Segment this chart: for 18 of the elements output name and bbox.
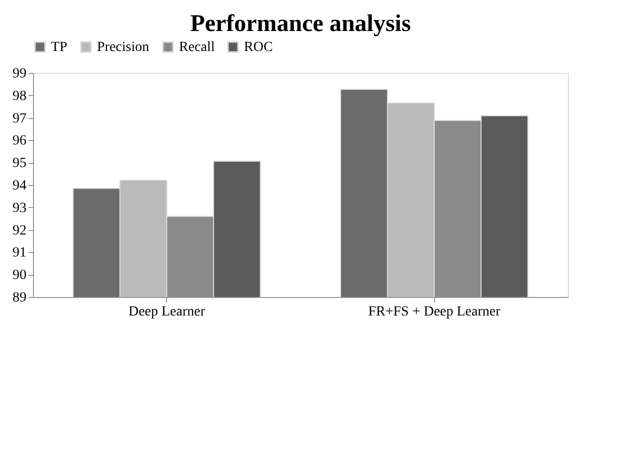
x-tick-label: Deep Learner	[128, 304, 206, 320]
x-tick-label: FR+FS + Deep Learner	[368, 304, 501, 320]
y-tick-label: 99	[12, 66, 26, 82]
legend-label: Recall	[179, 40, 215, 55]
y-tick-label: 93	[12, 200, 26, 216]
legend-label: ROC	[244, 40, 273, 55]
y-tick-label: 89	[12, 290, 26, 306]
y-tick-label: 95	[12, 156, 26, 172]
y-tick-label: 97	[12, 111, 26, 126]
legend-label: Precision	[97, 40, 150, 55]
legend-label: TP	[51, 40, 68, 55]
y-tick-label: 91	[12, 246, 26, 261]
y-tick-label: 98	[12, 88, 26, 104]
y-tick-label: 94	[12, 178, 26, 194]
y-tick-label: 92	[12, 223, 26, 238]
y-tick-label: 90	[12, 268, 26, 284]
y-tick-label: 96	[12, 134, 26, 149]
chart-title: Performance analysis	[190, 11, 411, 37]
